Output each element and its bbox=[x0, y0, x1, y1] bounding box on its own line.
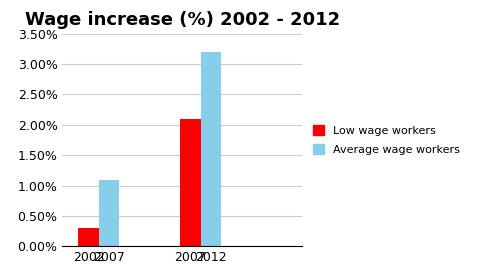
Bar bbox=[201, 52, 221, 246]
Title: Wage increase (%) 2002 - 2012: Wage increase (%) 2002 - 2012 bbox=[25, 11, 340, 29]
Bar bbox=[99, 179, 119, 246]
Legend: Low wage workers, Average wage workers: Low wage workers, Average wage workers bbox=[313, 125, 460, 155]
Bar bbox=[78, 228, 99, 246]
Bar bbox=[180, 119, 201, 246]
